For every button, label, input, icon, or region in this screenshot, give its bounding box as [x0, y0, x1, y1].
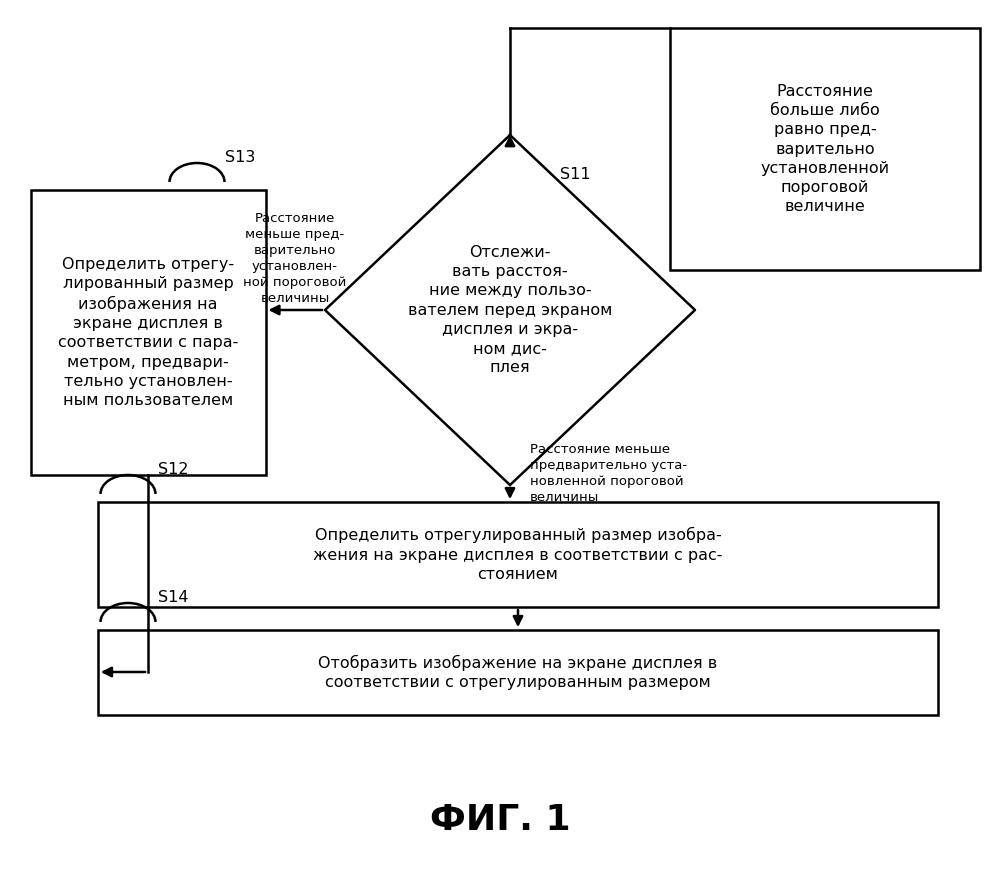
Bar [98, 502, 938, 607]
Text: Расстояние
меньше пред-
варительно
установлен-
ной пороговой
величины: Расстояние меньше пред- варительно устан… [243, 212, 347, 305]
Text: Определить отрегулированный размер изобра-
жения на экране дисплея в соответстви: Определить отрегулированный размер изобр… [313, 527, 723, 582]
Text: S11: S11 [560, 167, 591, 182]
Bar [30, 190, 266, 475]
Bar [670, 28, 980, 270]
Text: S12: S12 [158, 462, 188, 477]
Text: ФИГ. 1: ФИГ. 1 [430, 803, 570, 837]
Text: S14: S14 [158, 590, 188, 605]
Text: Расстояние меньше
предварительно уста-
новленной пороговой
величины: Расстояние меньше предварительно уста- н… [530, 443, 687, 503]
Text: Определить отрегу-
лированный размер
изображения на
экране дисплея в
соответстви: Определить отрегу- лированный размер изо… [58, 257, 238, 408]
Text: S13: S13 [225, 150, 255, 165]
Text: Расстояние
больше либо
равно пред-
варительно
установленной
пороговой
величине: Расстояние больше либо равно пред- варит… [760, 84, 890, 214]
Polygon shape [325, 135, 695, 485]
Bar [98, 630, 938, 715]
Text: Отслежи-
вать расстоя-
ние между пользо-
вателем перед экраном
дисплея и экра-
н: Отслежи- вать расстоя- ние между пользо-… [408, 245, 612, 375]
Text: Отобразить изображение на экране дисплея в
соответствии с отрегулированным разме: Отобразить изображение на экране дисплея… [318, 655, 718, 690]
